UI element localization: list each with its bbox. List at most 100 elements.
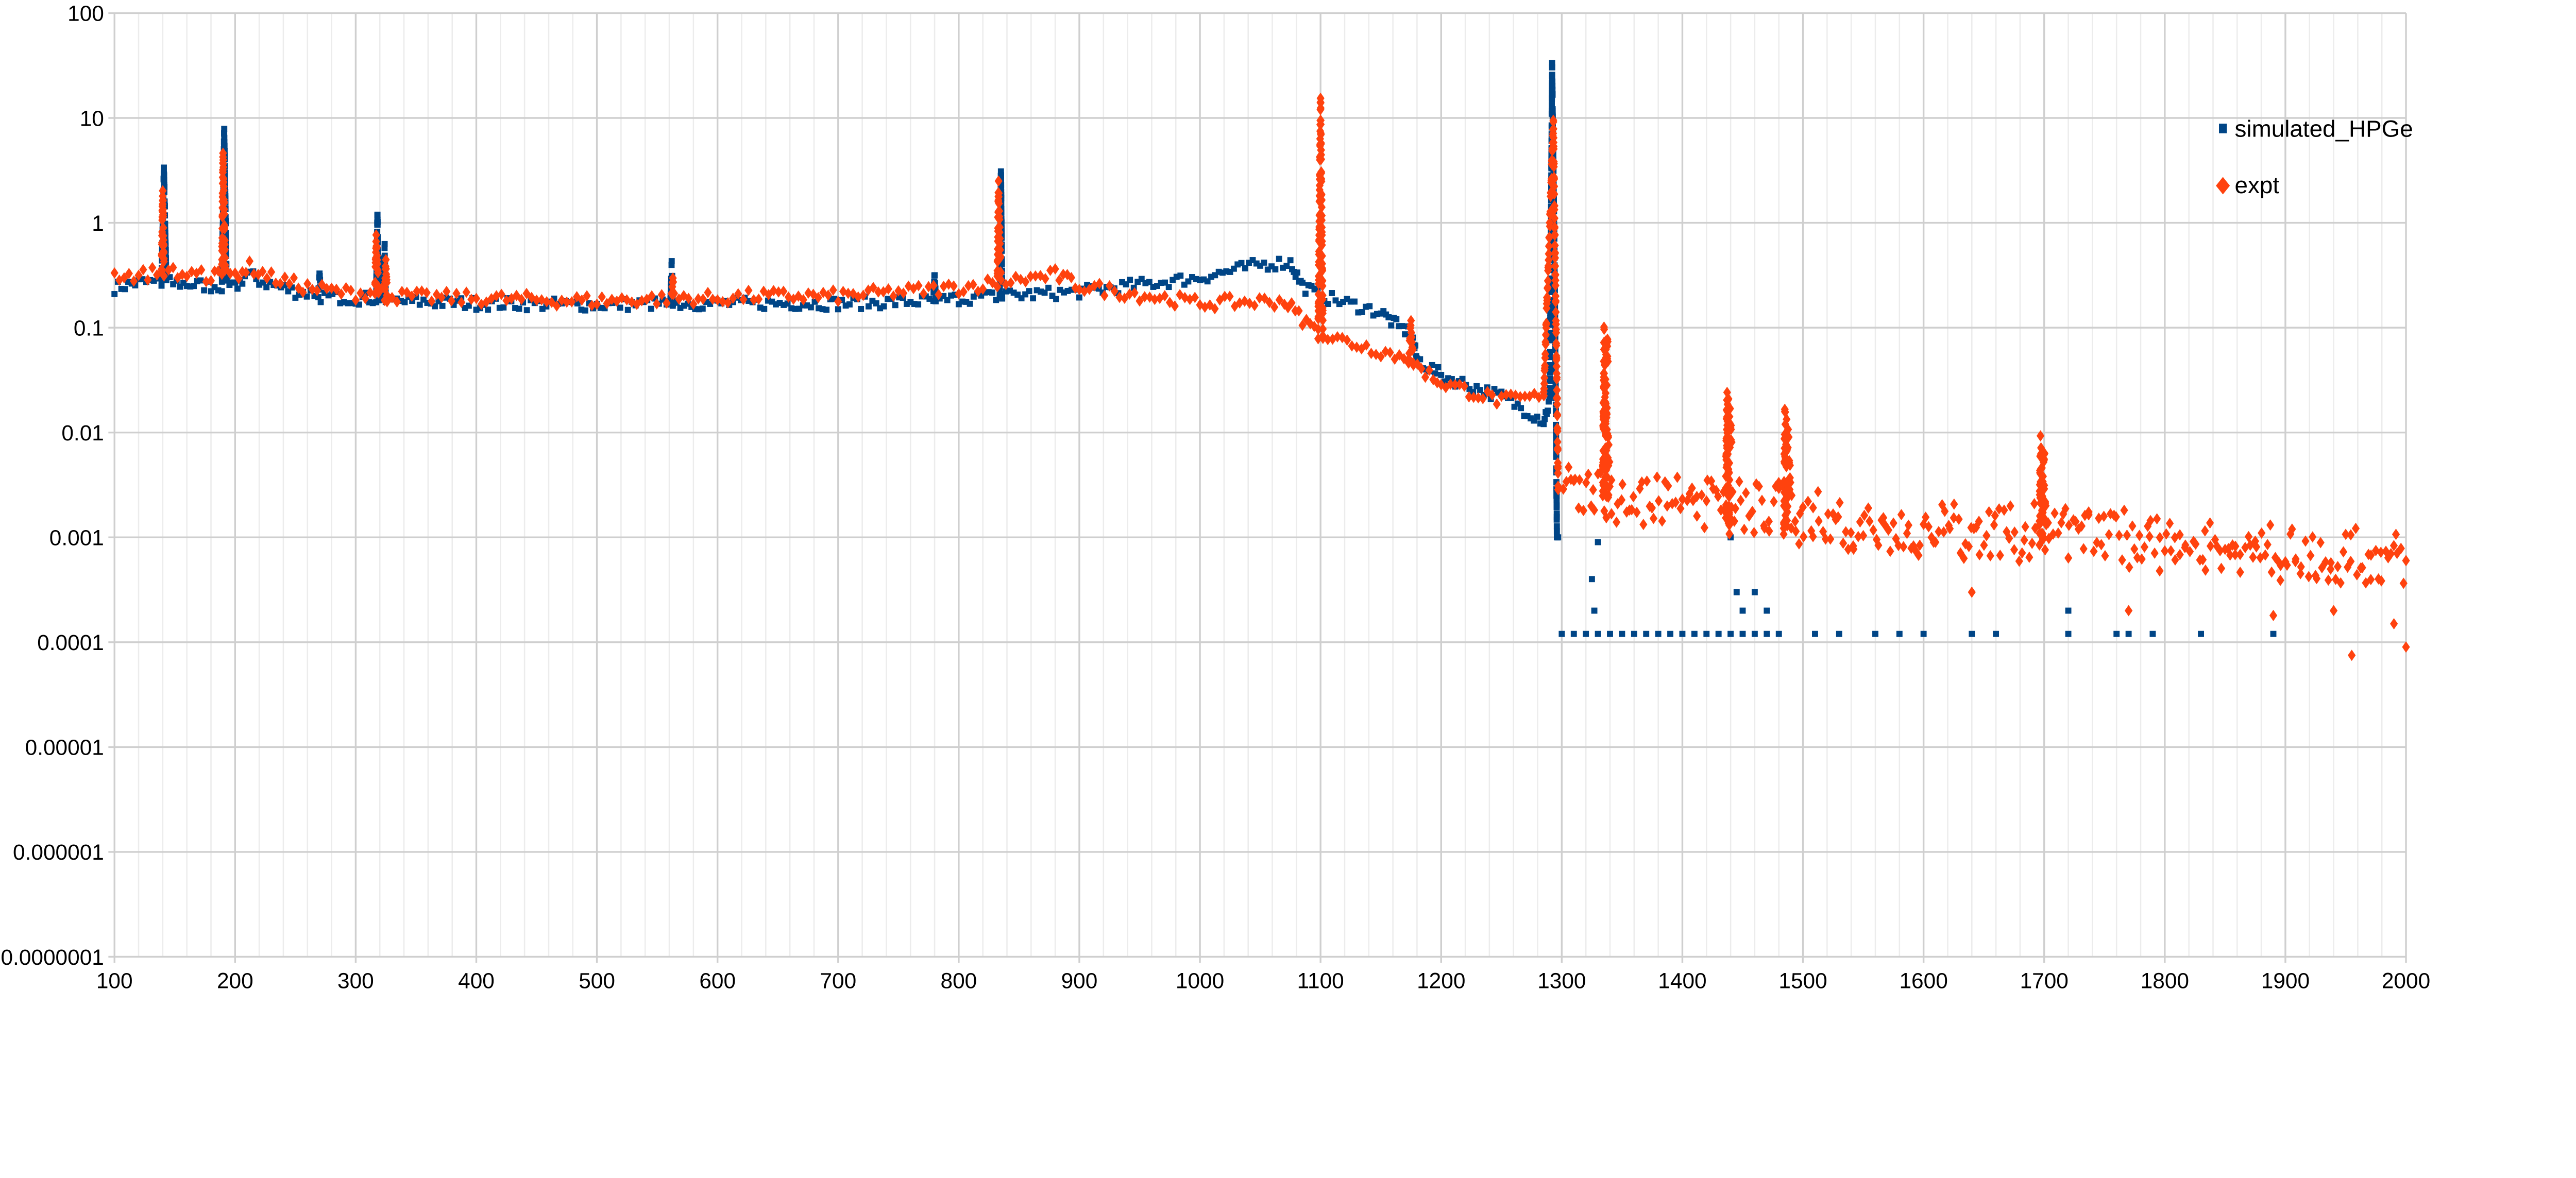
data-point — [2251, 535, 2260, 547]
data-point — [1466, 386, 1473, 392]
data-point — [1547, 275, 1554, 282]
data-point — [1872, 630, 1878, 637]
data-point — [692, 306, 699, 313]
data-point — [1314, 305, 1323, 317]
data-point — [1524, 413, 1531, 419]
data-point — [1715, 630, 1722, 637]
data-point — [955, 288, 963, 300]
data-point — [263, 284, 270, 291]
data-point — [1553, 435, 1560, 441]
data-point — [496, 304, 503, 311]
data-point — [1799, 501, 1807, 513]
data-point — [2162, 528, 2171, 540]
data-point — [122, 286, 128, 293]
data-point — [889, 290, 897, 302]
data-point — [1477, 387, 1483, 394]
data-point — [1264, 266, 1271, 273]
data-point — [1234, 261, 1241, 268]
data-point — [187, 283, 194, 290]
data-point — [223, 230, 229, 236]
data-point — [2099, 510, 2108, 522]
data-point — [1985, 506, 1993, 518]
data-point — [1022, 291, 1029, 298]
data-point — [586, 300, 592, 306]
data-point — [2236, 566, 2244, 578]
data-point — [256, 281, 263, 288]
data-point — [285, 278, 294, 290]
data-point — [1173, 274, 1180, 280]
data-point — [1470, 389, 1477, 396]
data-point — [1057, 286, 1063, 293]
data-point — [1550, 212, 1559, 224]
data-point — [2236, 549, 2244, 560]
data-point — [245, 255, 254, 267]
data-point — [915, 301, 922, 308]
data-point — [110, 267, 118, 279]
data-point — [1571, 473, 1579, 485]
data-point — [2367, 549, 2375, 561]
data-point — [1547, 375, 1553, 382]
data-point — [347, 284, 355, 296]
data-point — [1607, 474, 1616, 486]
data-point — [1804, 496, 1812, 507]
data-point — [1935, 526, 1943, 538]
data-point — [1602, 512, 1611, 524]
legend: simulated_HPGe expt — [2216, 115, 2413, 198]
data-point — [1658, 515, 1666, 527]
data-point — [979, 283, 987, 295]
data-point — [374, 267, 382, 279]
data-point — [223, 272, 230, 279]
data-point — [263, 272, 271, 284]
data-point — [1374, 311, 1380, 317]
data-point — [317, 277, 324, 283]
data-point — [1551, 221, 1559, 233]
data-point — [351, 294, 360, 306]
x-tick-label: 700 — [820, 969, 856, 993]
data-point — [369, 300, 376, 306]
data-point — [1725, 490, 1734, 502]
data-point — [981, 289, 988, 296]
data-point — [996, 286, 1003, 293]
data-point — [1154, 283, 1160, 289]
data-point — [1550, 188, 1558, 200]
data-point — [824, 289, 833, 301]
data-point — [2339, 546, 2348, 558]
data-point — [696, 306, 702, 313]
y-tick-label: 0.1 — [74, 316, 104, 340]
data-point — [1299, 279, 1306, 286]
data-point — [1549, 108, 1556, 114]
data-point — [1549, 96, 1555, 103]
data-point — [2402, 641, 2410, 653]
data-point — [1516, 391, 1524, 403]
y-tick-label: 10 — [80, 106, 104, 130]
data-point — [1315, 274, 1323, 286]
data-point — [1553, 425, 1562, 437]
data-point — [1564, 462, 1573, 473]
data-point — [1189, 274, 1195, 280]
data-point — [685, 300, 691, 307]
data-point — [2146, 515, 2155, 526]
plot-area — [110, 60, 2410, 661]
data-point — [1543, 292, 1551, 303]
data-point — [1033, 287, 1040, 294]
data-point — [1869, 524, 1877, 536]
data-point — [361, 293, 369, 304]
data-point — [703, 299, 709, 305]
data-point — [239, 280, 246, 287]
data-point — [1547, 368, 1553, 374]
data-point — [221, 139, 228, 146]
data-point — [1317, 137, 1325, 149]
y-tick-label: 100 — [67, 2, 104, 26]
data-point — [2226, 549, 2234, 561]
data-point — [250, 268, 258, 280]
data-point — [462, 305, 468, 311]
data-point — [1055, 275, 1063, 286]
data-point — [1539, 390, 1548, 402]
data-point — [2336, 577, 2345, 589]
data-point — [1553, 502, 1560, 509]
data-point — [1725, 457, 1734, 469]
data-point — [1758, 494, 1766, 506]
data-point — [260, 279, 266, 286]
data-point — [1619, 630, 1625, 637]
data-point — [1366, 303, 1373, 310]
